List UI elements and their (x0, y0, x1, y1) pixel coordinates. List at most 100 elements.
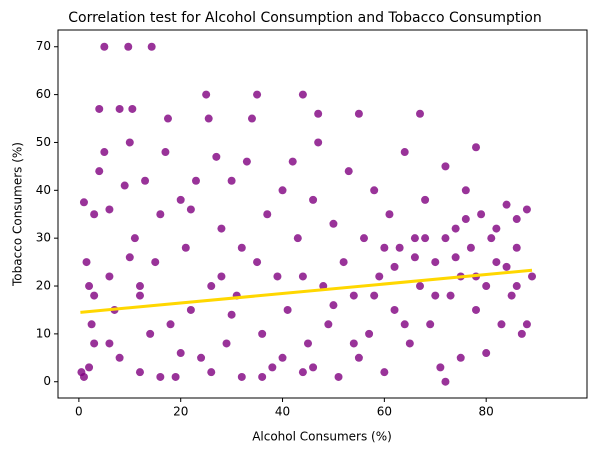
point (171, 372, 180, 381)
point (85, 363, 94, 372)
point (115, 104, 124, 113)
point (90, 210, 99, 219)
point (278, 353, 287, 362)
point (339, 258, 348, 267)
y-tick-label: 10 (36, 326, 51, 340)
point (186, 305, 195, 314)
y-tick-label: 70 (36, 39, 51, 53)
point (349, 339, 358, 348)
point (354, 353, 363, 362)
point (324, 320, 333, 329)
point (100, 42, 109, 51)
point (273, 272, 282, 281)
point (298, 368, 307, 377)
point (222, 339, 231, 348)
point (217, 224, 226, 233)
point (416, 109, 425, 118)
axes-frame (57, 29, 588, 399)
point (390, 262, 399, 271)
point (456, 353, 465, 362)
point (482, 282, 491, 291)
point (135, 368, 144, 377)
point (217, 272, 226, 281)
point (207, 368, 216, 377)
x-tick-label: 60 (377, 405, 392, 419)
point (237, 243, 246, 252)
point (156, 372, 165, 381)
point (105, 272, 114, 281)
point (242, 157, 251, 166)
point (85, 282, 94, 291)
point (95, 167, 104, 176)
point (253, 258, 262, 267)
point (227, 176, 236, 185)
point (263, 210, 272, 219)
point (253, 90, 262, 99)
point (130, 234, 139, 243)
y-tick-label: 0 (43, 374, 51, 388)
point (410, 253, 419, 262)
point (354, 109, 363, 118)
point (237, 372, 246, 381)
point (309, 195, 318, 204)
point (405, 339, 414, 348)
point (135, 291, 144, 300)
y-axis-label: Tobacco Consumers (%) (11, 142, 25, 287)
point (204, 114, 213, 123)
point (421, 195, 430, 204)
point (466, 243, 475, 252)
point (95, 104, 104, 113)
point (502, 262, 511, 271)
point (431, 291, 440, 300)
point (314, 109, 323, 118)
point (207, 282, 216, 291)
plot-area (77, 42, 537, 386)
point (451, 224, 460, 233)
point (227, 310, 236, 319)
point (135, 282, 144, 291)
point (365, 329, 374, 338)
point (163, 114, 172, 123)
point (258, 329, 267, 338)
point (115, 353, 124, 362)
point (370, 291, 379, 300)
point (186, 205, 195, 214)
point (314, 138, 323, 147)
point (329, 219, 338, 228)
point (390, 305, 399, 314)
point (370, 186, 379, 195)
point (416, 282, 425, 291)
point (125, 253, 134, 262)
point (278, 186, 287, 195)
x-tick-label: 20 (173, 405, 188, 419)
point (380, 368, 389, 377)
point (522, 320, 531, 329)
point (436, 363, 445, 372)
point (79, 372, 88, 381)
point (426, 320, 435, 329)
point (141, 176, 150, 185)
point (161, 148, 170, 157)
point (395, 243, 404, 252)
point (147, 42, 156, 51)
point (151, 258, 160, 267)
point (100, 148, 109, 157)
point (120, 181, 129, 190)
point (477, 210, 486, 219)
point (441, 234, 450, 243)
point (303, 339, 312, 348)
point (400, 320, 409, 329)
point (181, 243, 190, 252)
point (400, 148, 409, 157)
point (146, 329, 155, 338)
point (87, 320, 96, 329)
point (431, 258, 440, 267)
point (502, 200, 511, 209)
point (410, 234, 419, 243)
regression-line (80, 268, 533, 314)
point (105, 205, 114, 214)
point (461, 186, 470, 195)
point (197, 353, 206, 362)
point (247, 114, 256, 123)
